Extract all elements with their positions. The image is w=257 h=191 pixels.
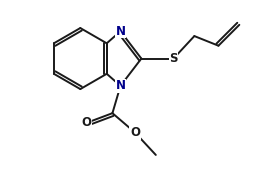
Text: N: N bbox=[115, 25, 125, 38]
Text: S: S bbox=[169, 52, 178, 65]
Text: O: O bbox=[82, 116, 92, 129]
Text: N: N bbox=[115, 79, 125, 92]
Text: O: O bbox=[130, 126, 140, 139]
